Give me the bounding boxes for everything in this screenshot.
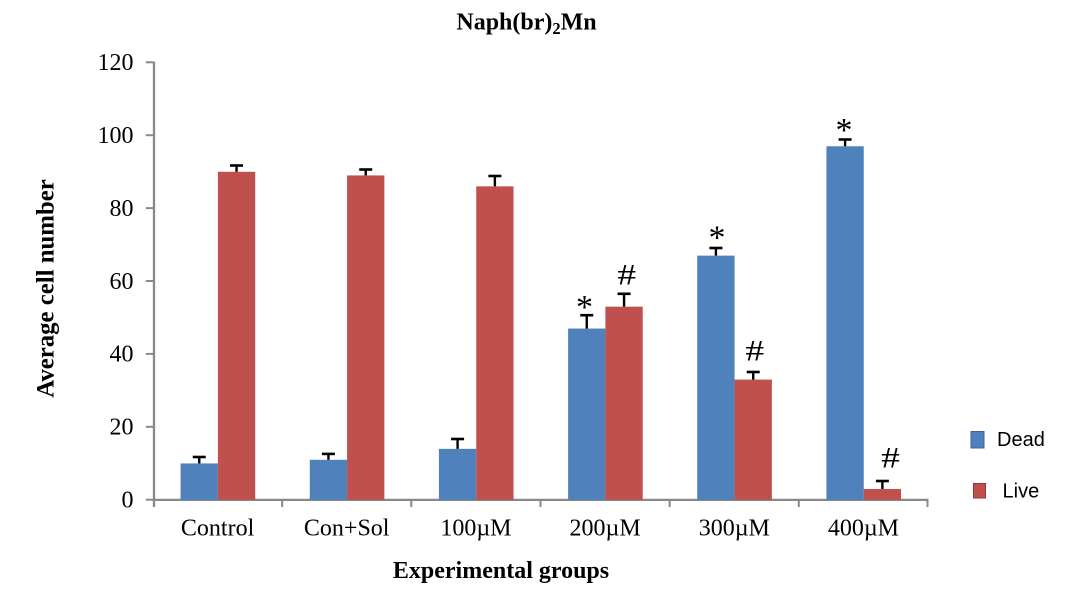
svg-text:100: 100 <box>98 123 134 149</box>
svg-text:Average cell number: Average cell number <box>33 179 60 398</box>
svg-text:Con+Sol: Con+Sol <box>304 515 390 541</box>
svg-text:Dead: Dead <box>997 429 1045 451</box>
svg-text:#: # <box>745 335 764 368</box>
svg-text:0: 0 <box>122 488 134 514</box>
svg-text:*: * <box>836 112 853 149</box>
svg-text:*: * <box>709 220 726 257</box>
svg-text:80: 80 <box>110 196 134 222</box>
svg-text:*: * <box>576 289 593 326</box>
svg-text:Live: Live <box>1003 481 1040 503</box>
svg-text:Experimental groups: Experimental groups <box>393 558 609 584</box>
svg-text:400µM: 400µM <box>828 515 899 541</box>
svg-text:100µM: 100µM <box>440 515 511 541</box>
svg-text:#: # <box>617 259 636 292</box>
svg-text:200µM: 200µM <box>570 515 641 541</box>
svg-text:Control: Control <box>181 515 255 541</box>
svg-text:300µM: 300µM <box>699 515 770 541</box>
svg-text:40: 40 <box>110 342 134 368</box>
svg-text:Naph(br)2Mn: Naph(br)2Mn <box>456 10 596 39</box>
svg-text:60: 60 <box>110 269 134 295</box>
svg-text:#: # <box>881 442 900 475</box>
svg-text:20: 20 <box>110 415 134 441</box>
svg-text:120: 120 <box>98 50 134 76</box>
